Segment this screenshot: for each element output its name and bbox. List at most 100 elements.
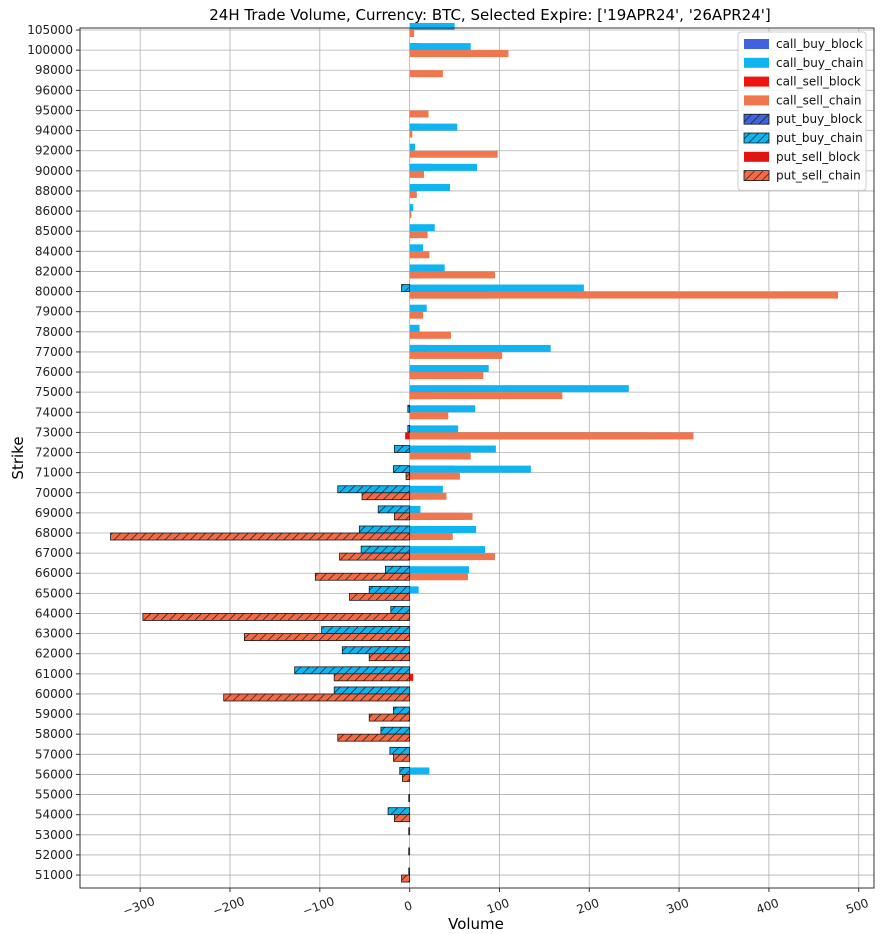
bar-call_buy_chain	[409, 163, 477, 171]
bar-call_buy_chain	[409, 304, 427, 312]
bar-hatch-put_sell_chain	[393, 814, 411, 823]
y-tick-label: 54000	[35, 808, 73, 822]
y-tick-label: 82000	[35, 264, 73, 278]
bar-call_sell_chain	[409, 452, 471, 460]
bar-call_buy_chain	[409, 546, 486, 554]
bar-call_buy_chain	[409, 566, 469, 574]
bar-call_buy_chain	[409, 324, 420, 332]
bar-call_buy_chain	[409, 425, 459, 433]
bar-call_sell_chain	[409, 492, 447, 500]
legend-label-put_buy_block: put_buy_block	[776, 112, 862, 126]
legend-label-put_sell_block: put_sell_block	[776, 150, 860, 164]
bar-hatch-put_buy_chain	[368, 585, 411, 594]
bar-call_sell_chain	[409, 30, 415, 37]
bar-call_sell_chain	[409, 271, 495, 279]
bar-hatch-put_sell_chain	[393, 753, 411, 762]
bar-hatch-put_buy_chain	[337, 485, 411, 494]
bar-hatch-put_sell_chain	[337, 733, 411, 742]
y-tick-label: 63000	[35, 627, 73, 641]
bar-call_buy_chain	[409, 505, 421, 513]
y-tick-label: 98000	[35, 63, 73, 77]
bar-hatch-put_sell_chain	[314, 572, 411, 581]
bar-hatch-put_buy_chain	[341, 646, 411, 655]
bar-call_sell_chain	[409, 512, 473, 520]
bar-hatch-put_buy_chain	[358, 525, 411, 534]
y-tick-labels: 105000 100000 98000 96000 95000 94000 92000 900…	[27, 23, 80, 882]
y-tick-label: 65000	[35, 586, 73, 600]
bar-call_sell_chain	[409, 412, 449, 420]
bar-call_sell_chain	[409, 190, 417, 198]
y-tick-label: 57000	[35, 747, 73, 761]
bar-call_buy_chain	[409, 204, 414, 212]
bar-hatch-put_buy_chain	[408, 827, 411, 836]
bar-call_sell_chain	[409, 553, 495, 561]
plot-frame	[79, 27, 875, 889]
bar-call_sell_chain	[409, 311, 424, 319]
bar-hatch-put_sell_chain	[405, 472, 411, 481]
x-tick-label: 200	[575, 896, 601, 917]
legend-swatch-call_buy_chain	[744, 57, 769, 68]
bar-call_sell_chain	[409, 351, 503, 359]
x-tick-label: 400	[754, 896, 780, 917]
bar-hatch-put_buy_chain	[390, 606, 411, 614]
bar-hatch-put_buy_chain	[408, 867, 411, 876]
bar-hatch-put_buy_chain	[387, 807, 411, 816]
legend: call_buy_block call_buy_chain call_sell_bl…	[737, 31, 867, 191]
y-tick-label: 69000	[35, 506, 73, 520]
bar-call_sell_chain	[409, 251, 430, 259]
legend-label-call_sell_chain: call_sell_chain	[776, 93, 861, 107]
legend-swatch-put_sell_block	[744, 151, 769, 162]
y-tick-label: 55000	[35, 788, 73, 802]
bar-hatch-put_sell_chain	[243, 633, 411, 641]
bar-hatch-put_buy_chain	[393, 465, 411, 474]
legend-swatch-call_sell_block	[744, 76, 769, 87]
bar-hatch-put_sell_chain	[361, 492, 411, 501]
y-tick-label: 72000	[35, 446, 73, 460]
y-tick-label: 61000	[35, 667, 73, 681]
legend-label-call_sell_block: call_sell_block	[776, 75, 861, 89]
bar-call_sell_chain	[409, 372, 484, 380]
y-tick-label: 92000	[35, 144, 73, 158]
bar-call_buy_chain	[409, 405, 476, 413]
y-tick-label: 67000	[35, 546, 73, 560]
legend-swatch-hatch-put_buy_block	[743, 113, 770, 125]
legend-swatch-hatch-put_buy_chain	[743, 132, 770, 144]
x-tick-label: 300	[665, 896, 691, 917]
bar-hatch-put_buy_chain	[321, 626, 411, 634]
bar-hatch-put_sell_chain	[368, 713, 411, 722]
bar-hatch-put_buy_chain	[360, 545, 411, 554]
y-tick-label: 76000	[35, 365, 73, 379]
x-tick-label: −200	[211, 894, 247, 918]
bar-call_buy_chain	[409, 485, 443, 493]
legend-label-call_buy_block: call_buy_block	[776, 37, 863, 51]
bar-hatch-put_sell_chain	[223, 693, 411, 702]
y-tick-label: 60000	[35, 687, 73, 701]
bar-call_buy_chain	[409, 143, 416, 151]
bar-call_buy_chain	[409, 183, 451, 191]
bar-hatch-put_buy_chain	[393, 445, 411, 453]
bar-hatch-put_buy_chain	[333, 686, 411, 695]
bar-call_buy_chain	[409, 123, 458, 131]
x-axis-label: Volume	[448, 915, 504, 933]
legend-swatch-call_buy_block	[744, 39, 769, 49]
y-tick-label: 62000	[35, 647, 73, 661]
y-tick-label: 58000	[35, 727, 73, 741]
bar-hatch-put_buy_chain	[377, 505, 411, 514]
bar-call_sell_chain	[409, 110, 429, 118]
bar-hatch-put_sell_chain	[349, 592, 411, 601]
bar-call_buy_chain	[409, 224, 435, 232]
bar-call_buy_chain	[409, 526, 477, 533]
bar-hatch-put_buy_chain	[401, 284, 411, 292]
bar-call_buy_chain	[409, 23, 455, 30]
x-tick-label: −300	[121, 894, 157, 918]
x-tick-label: 100	[485, 896, 511, 917]
bar-put_sell_block	[405, 432, 410, 440]
bar-hatch-put_buy_chain	[408, 847, 411, 856]
bar-hatch-put_buy_chain	[393, 706, 411, 715]
bar-hatch-put_buy_chain	[407, 424, 411, 433]
y-tick-label: 84000	[35, 244, 73, 258]
y-tick-label: 51000	[35, 868, 73, 882]
bar-call_buy_chain	[409, 365, 489, 373]
y-tick-label: 73000	[35, 425, 73, 439]
